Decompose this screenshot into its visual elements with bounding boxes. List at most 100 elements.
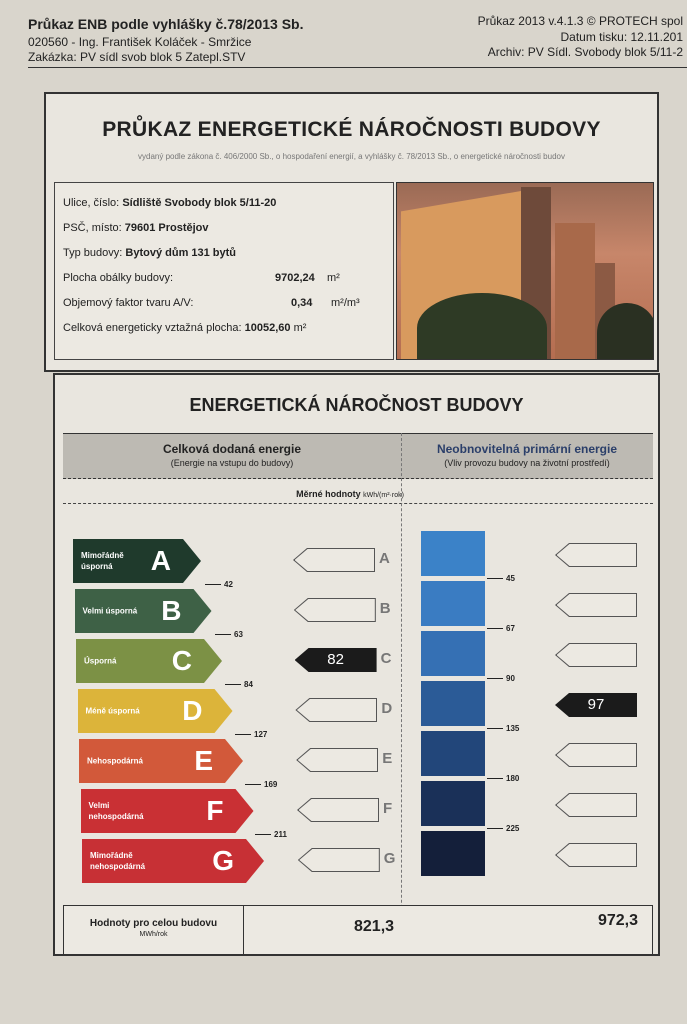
indicator-letter: B	[379, 600, 391, 617]
class-letter: C	[171, 645, 192, 676]
info-unit: m²	[327, 272, 340, 284]
primary-energy-segment-d	[421, 681, 485, 728]
class-label: Nehospodárná	[87, 756, 144, 766]
info-label: Objemový faktor tvaru A/V:	[63, 297, 194, 309]
total-primary-energy: 972,3	[597, 912, 638, 929]
info-value: Bytový dům 131 bytů	[125, 247, 237, 259]
indicator-letter: D	[381, 700, 393, 717]
primary-energy-segment-c	[421, 631, 485, 678]
header-print-date: Datum tisku: 12.11.201	[560, 30, 683, 44]
info-value: 79601 Prostějov	[124, 222, 209, 234]
totals-label-cell: Hodnoty pro celou budovu MWh/rok	[64, 906, 244, 954]
class-letter: G	[212, 845, 234, 876]
empty-indicator	[555, 543, 637, 567]
info-value: 0,34	[291, 297, 313, 309]
info-label: Ulice, číslo:	[63, 197, 120, 209]
primary-energy-segment-f	[421, 781, 485, 828]
primary-energy-segment-e	[421, 731, 485, 778]
units-label: Měrné hodnoty	[296, 489, 361, 499]
empty-indicator	[296, 748, 379, 772]
indicator-letter: F	[383, 800, 393, 817]
left-threshold: 127	[235, 730, 267, 739]
header-software: Průkaz 2013 v.4.1.3 © PROTECH spol	[477, 14, 683, 28]
info-label: PSČ, místo:	[63, 222, 122, 234]
delivered-energy-indicator: 82	[294, 648, 377, 672]
header-archive: Archiv: PV Sídl. Svobody blok 5/11-2	[487, 45, 683, 59]
units-row: Měrné hodnoty kWh/(m²·rok)	[55, 489, 645, 499]
delivered-energy-title: Celková dodaná energie	[162, 442, 302, 456]
energy-class-f: Velmi nehospodárná F	[80, 789, 254, 833]
totals-label: Hodnoty pro celou budovu	[89, 918, 218, 929]
class-label: Velmi úsporná	[82, 606, 138, 616]
primary-energy-indicator: 97	[555, 693, 637, 717]
units-divider	[63, 503, 653, 504]
empty-indicator	[555, 843, 637, 867]
class-label: Velmi nehospodárná	[88, 801, 144, 821]
right-threshold: 90	[487, 674, 515, 683]
info-unit: m²/m³	[331, 297, 360, 309]
primary-energy-segment-a	[421, 531, 485, 578]
indicator-letter: G	[383, 850, 396, 867]
primary-energy-segment-b	[421, 581, 485, 628]
left-threshold: 211	[255, 830, 287, 839]
class-letter: D	[182, 695, 203, 726]
info-label: Typ budovy:	[63, 247, 123, 259]
empty-indicator	[555, 643, 637, 667]
primary-energy-title: Neobnovitelná primární energie	[436, 442, 618, 456]
empty-indicator	[555, 743, 637, 767]
info-value: 9702,24	[275, 272, 315, 284]
class-letter: E	[194, 745, 213, 776]
energy-scale: Mimořádně úsporná A A 42 45 Velmi úsporná B B 63…	[55, 375, 655, 955]
energy-class-b: Velmi úsporná B	[74, 589, 212, 633]
total-delivered-energy: 821,3	[354, 918, 395, 935]
info-label: Plocha obálky budovy:	[63, 272, 174, 284]
header-author: 020560 - Ing. František Koláček - Smržic…	[28, 35, 252, 49]
empty-indicator	[555, 793, 637, 817]
empty-indicator	[295, 698, 378, 722]
right-threshold: 135	[487, 724, 519, 733]
right-threshold: 67	[487, 624, 515, 633]
empty-indicator	[293, 598, 376, 622]
certificate-title: PRŮKAZ ENERGETICKÉ NÁROČNOSTI BUDOVY	[102, 118, 601, 141]
primary-energy-segment-g	[421, 831, 485, 878]
info-row: Typ budovy: Bytový dům 131 bytů	[63, 247, 236, 259]
left-threshold: 42	[205, 580, 233, 589]
energy-class-c: Úsporná C	[76, 639, 222, 683]
totals-unit: MWh/rok	[139, 931, 168, 938]
energy-class-a: Mimořádně úsporná A	[73, 539, 201, 583]
totals-row: Hodnoty pro celou budovu MWh/rok 821,3 9…	[63, 905, 653, 955]
left-threshold: 169	[245, 780, 277, 789]
info-unit: m²	[293, 322, 307, 334]
right-threshold: 180	[487, 774, 519, 783]
empty-indicator	[297, 848, 380, 872]
units: kWh/(m²·rok)	[363, 492, 404, 499]
left-threshold: 84	[225, 680, 253, 689]
delivered-energy-subtitle: (Energie na vstupu do budovy)	[170, 458, 294, 468]
certificate-card: PRŮKAZ ENERGETICKÉ NÁROČNOSTI BUDOVY vyd…	[44, 92, 659, 372]
empty-indicator	[293, 548, 375, 572]
indicator-letter: A	[379, 550, 390, 567]
header-divider	[28, 67, 687, 68]
empty-indicator	[555, 593, 637, 617]
right-threshold: 45	[487, 574, 515, 583]
header-order: Zakázka: PV sídl svob blok 5 Zatepl.STV	[28, 50, 246, 64]
info-label: Celková energeticky vztažná plocha:	[63, 322, 242, 334]
class-label: Úsporná	[84, 656, 117, 666]
class-letter: F	[206, 795, 224, 826]
rating-title: ENERGETICKÁ NÁROČNOST BUDOVY	[189, 395, 524, 415]
energy-class-e: Nehospodárná E	[79, 739, 243, 783]
energy-class-d: Méně úsporná D	[77, 689, 233, 733]
primary-energy-header: Neobnovitelná primární energie (Vliv pro…	[401, 433, 653, 479]
info-row: PSČ, místo: 79601 Prostějov	[63, 222, 209, 234]
class-letter: B	[161, 595, 182, 626]
class-label: Mimořádně nehospodárná	[90, 851, 146, 871]
info-row: Celková energeticky vztažná plocha: 1005…	[63, 322, 306, 334]
energy-class-g: Mimořádně nehospodárná G	[82, 839, 264, 883]
building-info: Ulice, číslo: Sídliště Svobody blok 5/11…	[54, 182, 394, 360]
primary-energy-subtitle: (Vliv provozu budovy na životní prostřed…	[444, 458, 610, 468]
building-photo	[396, 182, 654, 360]
indicator-letter: E	[382, 750, 393, 767]
header-title: Průkaz ENB podle vyhlášky č.78/2013 Sb.	[28, 16, 304, 32]
class-label: Méně úsporná	[85, 706, 140, 716]
column-divider	[401, 433, 402, 953]
